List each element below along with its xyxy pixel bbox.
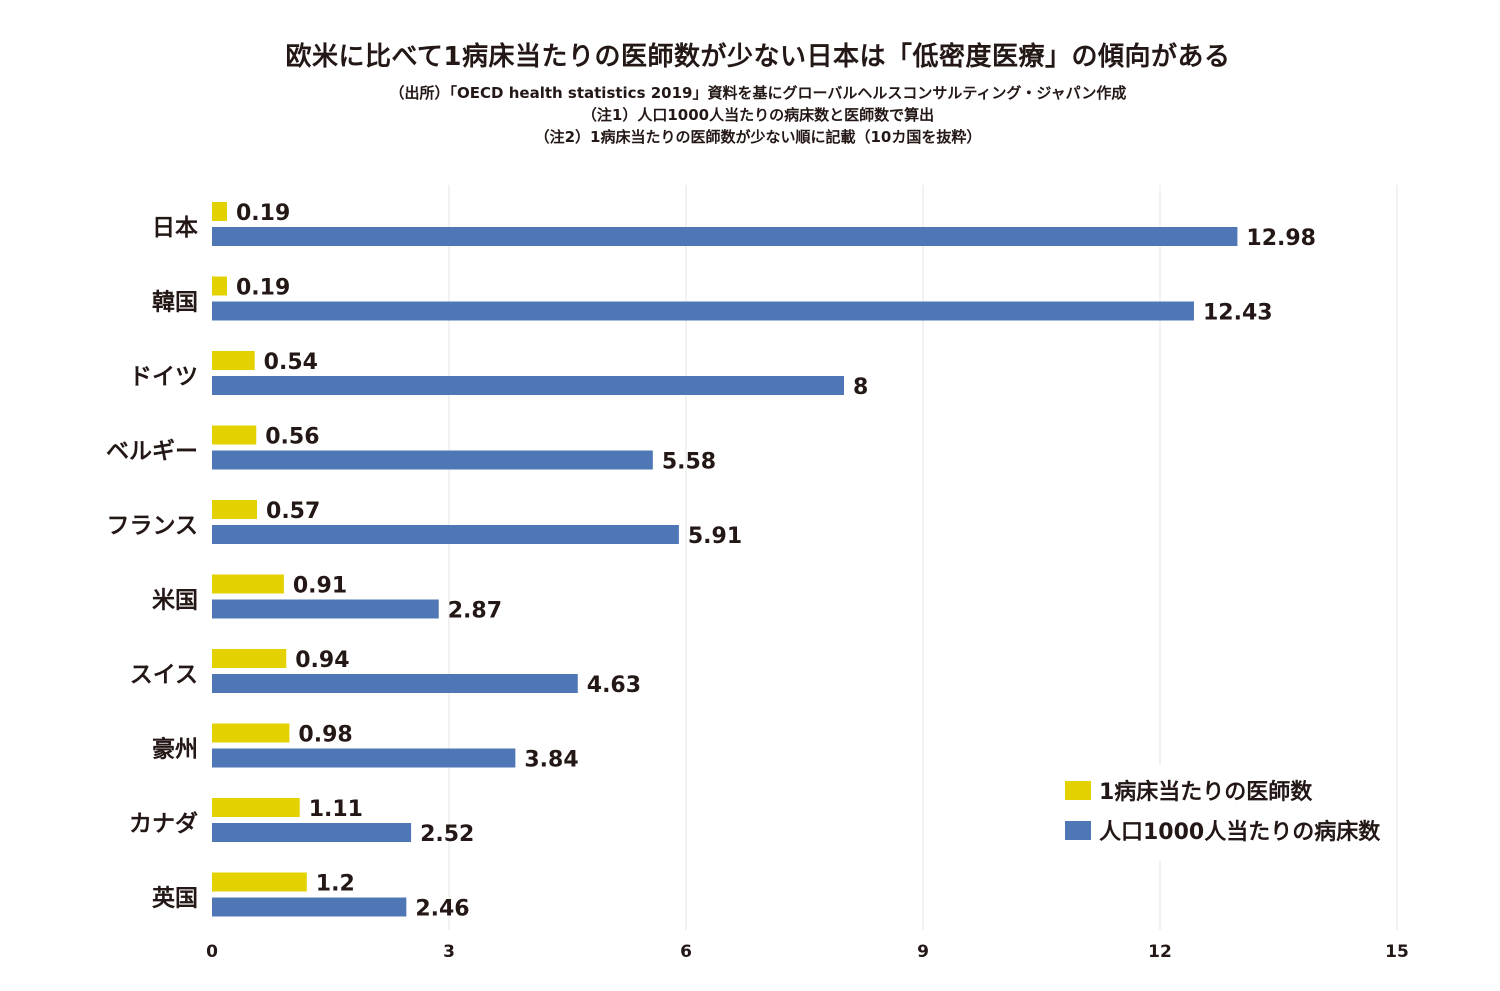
category-label: 日本 [152,215,198,241]
category-label: ドイツ [129,364,198,390]
category-label: ベルギー [106,439,198,465]
bar-beds-per-1000 [212,823,412,842]
data-label: 0.19 [236,201,290,226]
bar-beds-per-1000 [212,525,679,544]
data-label: 5.91 [688,524,742,549]
data-label: 12.98 [1246,226,1316,251]
chart-title: 欧米に比べて1病床当たりの医師数が少ない日本は「低密度医療」の傾向がある [285,42,1231,72]
data-label: 2.46 [415,897,469,922]
bar-beds-per-1000 [212,301,1194,321]
x-tick-label: 6 [680,942,692,962]
legend [1055,765,1395,860]
data-label: 4.63 [587,673,641,698]
data-label: 2.87 [448,599,502,624]
data-label: 3.84 [524,748,578,773]
x-tick-label: 3 [443,942,455,962]
bar-doctors-per-bed [212,202,228,221]
category-label: 英国 [152,885,198,912]
chart-subtitle-source: （出所）「OECD health statistics 2019」資料を基にグロ… [389,84,1127,102]
bar-beds-per-1000 [212,227,1238,246]
data-label: 2.52 [420,822,474,847]
legend-label: 人口1000人当たりの病床数 [1099,819,1381,845]
category-label: カナダ [129,810,198,837]
data-label: 8 [853,375,868,400]
data-label: 5.58 [662,450,716,475]
bar-beds-per-1000 [212,376,844,395]
bar-doctors-per-bed [212,723,290,743]
data-label: 12.43 [1203,301,1273,326]
bar-beds-per-1000 [212,599,439,619]
bar-beds-per-1000 [212,674,578,693]
data-label: 1.11 [309,797,363,822]
bar-doctors-per-bed [212,425,257,445]
data-label: 0.94 [295,648,349,673]
chart-subtitle-note1: （注1）人口1000人当たりの病床数と医師数で算出 [581,106,935,124]
category-label: スイス [130,662,198,688]
category-label: 豪州 [152,736,198,763]
data-label: 0.56 [265,425,319,450]
x-tick-label: 0 [206,942,218,962]
category-label: フランス [106,513,198,539]
bar-doctors-per-bed [212,574,284,594]
data-label: 0.91 [293,574,347,599]
x-tick-label: 12 [1148,942,1172,962]
bar-doctors-per-bed [212,351,255,370]
data-label: 0.54 [264,350,318,375]
data-label: 0.98 [298,723,352,748]
legend-swatch [1065,781,1091,800]
chart-subtitle-note2: （注2）1病床当たりの医師数が少ない順に記載（10カ国を抜粋） [534,128,982,146]
bar-doctors-per-bed [212,649,287,668]
x-tick-label: 15 [1385,942,1409,962]
category-label: 米国 [152,588,198,614]
x-tick-label: 9 [917,942,929,962]
data-label: 1.2 [316,872,355,897]
bar-beds-per-1000 [212,748,516,768]
bar-doctors-per-bed [212,798,300,817]
bar-doctors-per-bed [212,500,258,519]
bar-doctors-per-bed [212,872,307,892]
legend-label: 1病床当たりの医師数 [1099,779,1313,805]
category-label: 韓国 [152,289,198,316]
bar-doctors-per-bed [212,276,228,296]
legend-swatch [1065,821,1091,840]
bar-beds-per-1000 [212,450,653,470]
bar-beds-per-1000 [212,897,407,917]
data-label: 0.57 [266,499,320,524]
data-label: 0.19 [236,276,290,301]
